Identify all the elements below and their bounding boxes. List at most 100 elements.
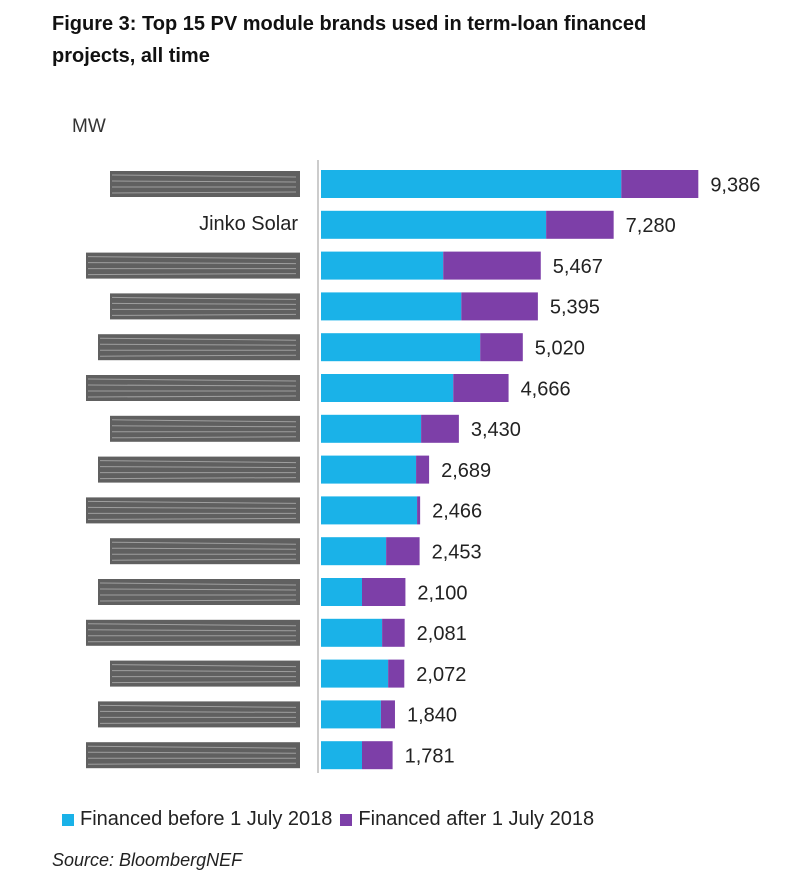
total-label: 2,100 <box>417 582 467 604</box>
bar-segment <box>321 578 363 606</box>
legend-label: Financed after 1 July 2018 <box>358 808 595 830</box>
chart-title: Figure 3: Top 15 PV module brands used i… <box>52 13 647 67</box>
redaction-stroke <box>99 354 297 357</box>
redacted-label <box>110 171 300 197</box>
bar-segment <box>321 455 417 484</box>
redacted-label <box>98 579 300 605</box>
redaction-stroke <box>111 681 297 684</box>
redacted-label <box>110 660 300 687</box>
total-label: 5,020 <box>535 337 585 359</box>
bar-segment <box>453 374 509 402</box>
redaction-stroke <box>99 466 297 469</box>
source: Source: BloombergNEF <box>52 850 243 870</box>
redaction-stroke <box>111 419 297 423</box>
redaction-stroke <box>111 296 297 300</box>
redaction-stroke <box>111 547 297 550</box>
redacted-label <box>110 415 300 442</box>
redacted-label <box>86 252 300 279</box>
bar-segment <box>388 659 405 688</box>
redaction-stroke <box>111 541 297 545</box>
bar-segment <box>321 251 444 280</box>
redaction-stroke <box>87 262 297 265</box>
redaction-stroke <box>111 191 297 194</box>
bar-segment <box>621 170 699 198</box>
redacted-label <box>86 375 300 401</box>
total-label: 1,840 <box>407 705 457 727</box>
redaction-stroke <box>87 623 297 627</box>
bar-segment <box>443 251 541 280</box>
redaction-stroke <box>99 710 297 713</box>
y-axis-label: MW <box>72 116 106 137</box>
redaction-stroke <box>99 477 297 480</box>
redaction-stroke <box>111 180 297 183</box>
legend-item: Financed after 1 July 2018 <box>340 808 594 831</box>
redacted-label <box>98 701 300 728</box>
redacted-label <box>86 497 300 524</box>
total-label: 7,280 <box>626 215 676 237</box>
bar-segment <box>386 537 420 566</box>
redaction-stroke <box>87 629 297 632</box>
redaction-stroke <box>111 313 297 316</box>
bar-segment <box>321 170 622 198</box>
redaction-stroke <box>87 378 297 382</box>
redaction-stroke <box>111 670 297 673</box>
total-label: 2,466 <box>432 501 482 523</box>
total-label: 2,081 <box>417 623 467 645</box>
bar-segment <box>321 374 454 402</box>
bar-segment <box>321 210 547 239</box>
redaction-stroke <box>87 762 297 765</box>
bar-segment <box>362 741 393 770</box>
redaction-stroke <box>87 384 297 387</box>
redaction-stroke <box>87 517 297 520</box>
redacted-label <box>98 456 300 483</box>
redacted-label <box>110 538 300 565</box>
redaction-stroke <box>99 704 297 708</box>
redaction-stroke <box>87 273 297 276</box>
redacted-label <box>86 619 300 646</box>
bar-segment <box>321 496 418 525</box>
redaction-stroke <box>99 599 297 602</box>
redaction-stroke <box>87 395 297 398</box>
bar-segment <box>480 333 523 362</box>
legend-label: Financed before 1 July 2018 <box>80 808 333 830</box>
y-tick-label: Jinko Solar <box>199 213 298 235</box>
bar-segment <box>321 741 363 770</box>
redacted-label <box>98 334 300 361</box>
redaction-stroke <box>99 721 297 724</box>
bar-segment <box>362 578 406 606</box>
bar-segment <box>321 700 381 729</box>
redacted-label <box>110 293 300 320</box>
bar-segment <box>417 496 421 525</box>
redaction-stroke <box>111 174 297 178</box>
total-label: 9,386 <box>710 174 760 196</box>
redaction-stroke <box>99 337 297 341</box>
bar-segment <box>421 414 459 443</box>
legend-item: Financed before 1 July 2018 <box>62 808 332 831</box>
total-label: 1,781 <box>405 745 455 767</box>
redaction-stroke <box>111 558 297 561</box>
redaction-stroke <box>111 425 297 428</box>
redaction-stroke <box>87 745 297 749</box>
bar-segment <box>321 537 387 566</box>
redaction-stroke <box>99 460 297 464</box>
redaction-stroke <box>87 506 297 509</box>
redaction-stroke <box>87 640 297 643</box>
bar-segment <box>321 292 462 321</box>
redaction-stroke <box>111 436 297 439</box>
redaction-stroke <box>99 343 297 346</box>
bar-segment <box>416 455 430 484</box>
bar-segment <box>321 618 383 647</box>
bar-segment <box>380 700 395 729</box>
redaction-stroke <box>87 500 297 504</box>
bar-segment <box>321 414 422 443</box>
bar-segment <box>546 210 614 239</box>
redaction-stroke <box>99 582 297 586</box>
total-label: 5,395 <box>550 297 600 319</box>
bar-segment <box>461 292 538 321</box>
legend: Financed before 1 July 2018 Financed afte… <box>62 808 602 831</box>
total-label: 3,430 <box>471 419 521 441</box>
redaction-stroke <box>111 664 297 668</box>
legend-swatch <box>62 813 74 826</box>
